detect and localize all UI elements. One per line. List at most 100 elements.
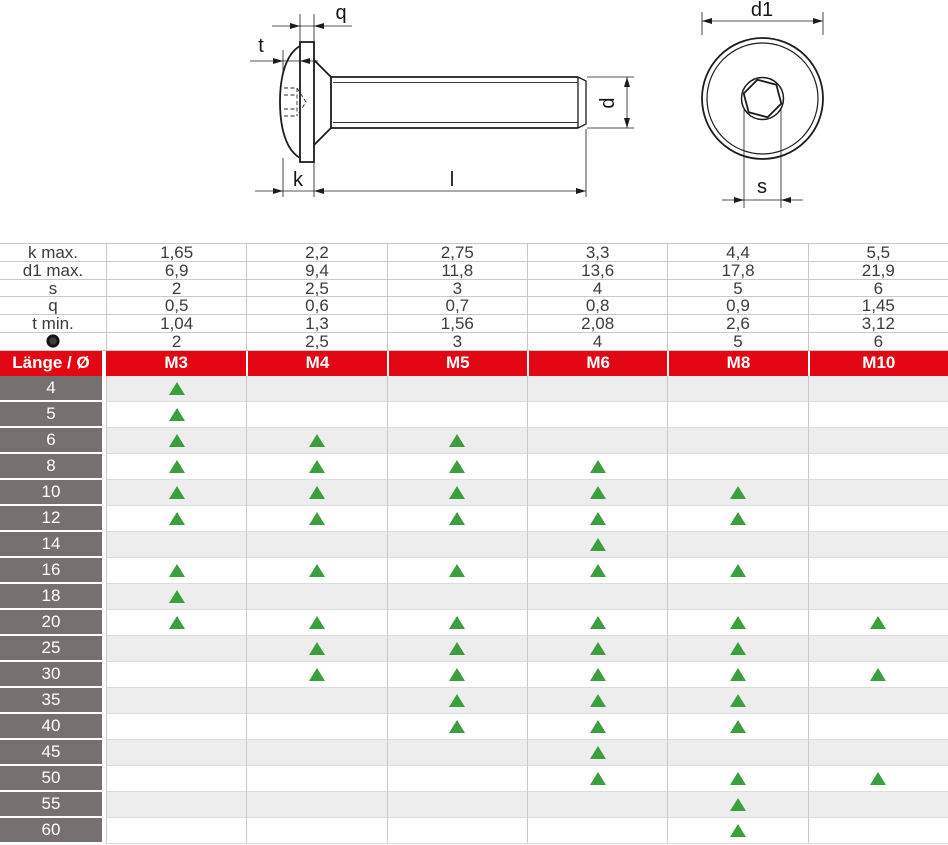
availability-cell	[526, 531, 668, 558]
button-head-dome	[279, 45, 301, 159]
spec-value: 3	[386, 332, 527, 350]
availability-cell	[526, 713, 668, 740]
availability-triangle-icon	[589, 719, 606, 733]
availability-triangle-icon	[168, 381, 185, 395]
length-diameter-header: Länge / Ø	[0, 350, 102, 376]
availability-triangle-icon	[589, 693, 606, 707]
matrix-row: 55	[0, 791, 948, 818]
matrix-row: 5	[0, 401, 948, 428]
availability-cell	[386, 531, 527, 558]
spec-value: 3	[386, 279, 527, 297]
length-label: 50	[0, 765, 106, 792]
availability-cell	[106, 817, 247, 844]
availability-cell	[667, 583, 808, 610]
availability-cell	[246, 531, 387, 558]
availability-cell	[386, 427, 527, 454]
availability-cell	[807, 375, 948, 402]
dim-label-k: k	[293, 169, 304, 191]
dimension-arrows	[273, 18, 823, 203]
availability-cell	[106, 791, 247, 818]
length-label: 40	[0, 713, 106, 740]
spec-row: q 0,5 0,6 0,7 0,8 0,9 1,45	[0, 297, 948, 316]
availability-cell	[807, 661, 948, 688]
hidden-socket-lines	[284, 87, 307, 117]
availability-cell	[106, 661, 247, 688]
availability-cell	[106, 713, 247, 740]
availability-cell	[667, 635, 808, 662]
availability-cell	[246, 583, 387, 610]
spec-row-label: k max.	[27, 244, 79, 261]
availability-triangle-icon	[308, 615, 325, 629]
length-label: 18	[0, 583, 106, 610]
spec-table: k max. 1,65 2,2 2,75 3,3 4,4 5,5 d1 max. 6,9 9,4 1…	[0, 243, 948, 351]
dim-label-q: q	[335, 2, 346, 24]
spec-value: 2,75	[386, 244, 527, 261]
availability-triangle-icon	[589, 511, 606, 525]
spec-value: 0,6	[246, 297, 386, 315]
availability-triangle-icon	[729, 641, 746, 655]
availability-cell	[386, 453, 527, 480]
availability-triangle-icon	[729, 797, 746, 811]
availability-cell	[106, 557, 247, 584]
technical-drawing: q t k l d d1 s	[0, 0, 948, 243]
availability-triangle-icon	[168, 615, 185, 629]
availability-triangle-icon	[870, 771, 887, 785]
availability-cell	[526, 687, 668, 714]
availability-cell	[386, 791, 527, 818]
length-label: 30	[0, 661, 106, 688]
availability-triangle-icon	[308, 667, 325, 681]
dim-label-l: l	[450, 169, 454, 191]
shaft-end-chamfer	[577, 76, 587, 129]
matrix-row: 6	[0, 427, 948, 454]
length-label: 6	[0, 427, 106, 454]
spec-value: 1,56	[386, 315, 527, 332]
availability-cell	[246, 609, 387, 636]
availability-cell	[667, 401, 808, 428]
availability-cell	[106, 531, 247, 558]
availability-cell	[106, 453, 247, 480]
availability-matrix: 4 5 6 8 10 12 14 16 18 20 25 30 35 40 45 50 55 60	[0, 375, 948, 844]
availability-cell	[246, 375, 387, 402]
availability-cell	[667, 687, 808, 714]
availability-triangle-icon	[449, 719, 466, 733]
availability-triangle-icon	[589, 537, 606, 551]
neck	[313, 59, 332, 146]
spec-row: t min. 1,04 1,3 1,56 2,08 2,6 3,12	[0, 315, 948, 333]
availability-cell	[667, 609, 808, 636]
availability-triangle-icon	[308, 459, 325, 473]
availability-triangle-icon	[449, 667, 466, 681]
availability-triangle-icon	[449, 615, 466, 629]
spec-row: k max. 1,65 2,2 2,75 3,3 4,4 5,5	[0, 244, 948, 262]
spec-row-label	[0, 333, 106, 350]
availability-cell	[246, 713, 387, 740]
length-label: 8	[0, 453, 106, 480]
availability-cell	[526, 635, 668, 662]
availability-triangle-icon	[589, 771, 606, 785]
availability-cell	[526, 791, 668, 818]
spec-row-label: t min.	[32, 315, 74, 332]
availability-triangle-icon	[168, 459, 185, 473]
matrix-row: 4	[0, 375, 948, 402]
availability-cell	[667, 817, 808, 844]
availability-cell	[106, 739, 247, 766]
availability-cell	[106, 609, 247, 636]
availability-cell	[807, 817, 948, 844]
availability-cell	[526, 661, 668, 688]
availability-cell	[106, 505, 247, 532]
length-label: 4	[0, 375, 106, 402]
matrix-row: 60	[0, 817, 948, 844]
availability-cell	[807, 479, 948, 506]
availability-cell	[807, 739, 948, 766]
availability-cell	[807, 453, 948, 480]
availability-triangle-icon	[449, 433, 466, 447]
availability-cell	[667, 531, 808, 558]
length-label: 60	[0, 817, 106, 844]
spec-value: 2	[106, 279, 246, 297]
availability-cell	[526, 557, 668, 584]
availability-cell	[386, 375, 527, 402]
matrix-row: 8	[0, 453, 948, 480]
availability-cell	[667, 557, 808, 584]
availability-triangle-icon	[589, 641, 606, 655]
availability-triangle-icon	[449, 563, 466, 577]
